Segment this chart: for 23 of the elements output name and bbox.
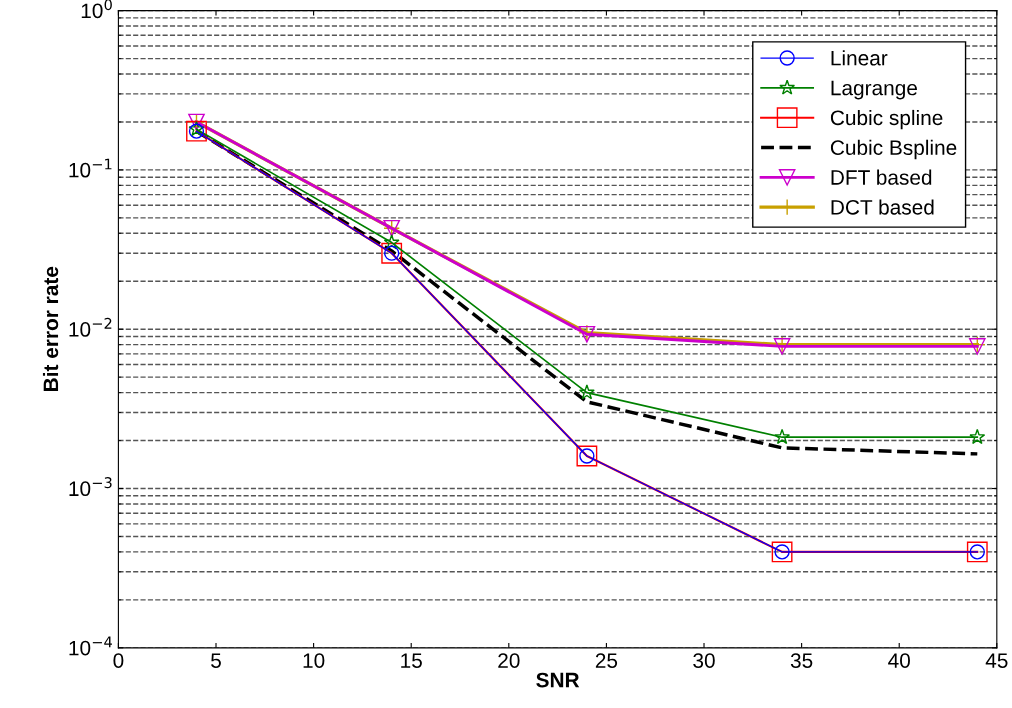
legend-label: Linear	[831, 50, 888, 66]
x-tick-label: 35	[790, 653, 813, 668]
x-tick-label: 45	[985, 653, 1008, 668]
y-tick-label: 10$^{0}$	[81, 0, 112, 19]
x-tick-label: 30	[693, 653, 715, 668]
legend-label: Lagrange	[831, 80, 917, 100]
legend-label: DCT based	[831, 199, 934, 215]
y-axis-title: Bit error rate	[42, 266, 59, 391]
y-tick-label: 10$^{−4}$	[69, 636, 112, 656]
legend-label: Cubic spline	[830, 109, 943, 130]
legend-label: Cubic Bspline	[830, 139, 957, 160]
x-axis-title: SNR	[536, 672, 580, 688]
legend-label: DFT based	[831, 169, 932, 185]
x-tick-label: 10	[303, 653, 325, 668]
x-tick-label: 5	[211, 653, 221, 668]
y-tick-label: 10$^{−3}$	[69, 477, 112, 497]
x-tick-label: 15	[401, 653, 422, 668]
x-tick-label: 25	[595, 653, 618, 668]
x-tick-label: 40	[888, 653, 910, 668]
y-tick-label: 10$^{−2}$	[69, 317, 112, 337]
x-tick-label: 20	[498, 653, 520, 668]
x-tick-label: 0	[113, 653, 124, 668]
y-tick-label: 10$^{−1}$	[69, 158, 112, 178]
